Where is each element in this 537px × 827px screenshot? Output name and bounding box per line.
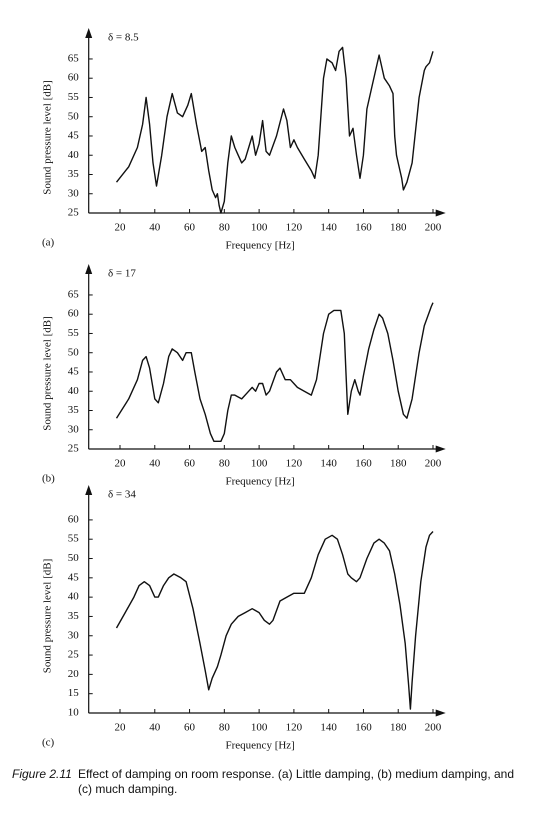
annotation: δ = 8.5 <box>108 32 139 44</box>
y-axis-label: Sound pressure level [dB] <box>42 559 54 674</box>
x-tick-label: 160 <box>355 722 372 734</box>
x-tick-label: 200 <box>425 222 442 234</box>
y-tick-label: 45 <box>68 130 80 142</box>
y-tick-label: 50 <box>68 346 80 358</box>
y-tick-label: 55 <box>68 327 80 339</box>
x-axis-arrow <box>435 209 446 217</box>
y-axis-label: Sound pressure level [dB] <box>42 316 54 431</box>
x-tick-label: 140 <box>320 222 337 234</box>
x-tick-label: 100 <box>251 458 268 470</box>
panel-label: (b) <box>42 473 55 485</box>
x-axis-label: Frequency [Hz] <box>226 240 295 252</box>
x-tick-label: 120 <box>286 222 303 234</box>
y-tick-label: 65 <box>68 288 80 300</box>
y-tick-label: 40 <box>68 149 80 161</box>
y-tick-label: 30 <box>68 187 80 199</box>
y-tick-label: 45 <box>68 571 80 583</box>
y-tick-label: 35 <box>68 610 80 622</box>
x-tick-label: 160 <box>355 222 372 234</box>
caption-text: Effect of damping on room response. (a) … <box>78 767 515 796</box>
panel-label: (c) <box>42 737 55 749</box>
y-tick-label: 65 <box>68 52 80 64</box>
y-tick-label: 25 <box>68 443 80 455</box>
x-tick-label: 40 <box>149 222 161 234</box>
y-tick-label: 10 <box>68 707 80 719</box>
y-tick-label: 40 <box>68 385 80 397</box>
x-tick-label: 140 <box>320 722 337 734</box>
y-tick-label: 50 <box>68 552 80 564</box>
data-line <box>115 46 434 214</box>
x-tick-label: 40 <box>149 458 161 470</box>
x-tick-label: 60 <box>184 722 196 734</box>
x-axis-arrow <box>435 709 446 717</box>
x-tick-label: 20 <box>115 458 127 470</box>
y-tick-label: 55 <box>68 533 80 545</box>
y-tick-label: 35 <box>68 404 80 416</box>
x-tick-label: 200 <box>425 458 442 470</box>
x-tick-label: 180 <box>390 458 407 470</box>
y-tick-label: 45 <box>68 366 80 378</box>
x-tick-label: 180 <box>390 722 407 734</box>
y-tick-label: 40 <box>68 591 80 603</box>
x-tick-label: 20 <box>115 722 127 734</box>
x-tick-label: 120 <box>286 458 303 470</box>
data-line <box>115 531 434 710</box>
y-axis-arrow <box>85 264 93 274</box>
caption-label: Figure 2.11 <box>12 767 72 781</box>
x-tick-label: 60 <box>184 458 196 470</box>
x-axis-label: Frequency [Hz] <box>226 740 295 752</box>
x-tick-label: 200 <box>425 722 442 734</box>
data-line <box>115 302 434 442</box>
y-tick-label: 30 <box>68 629 80 641</box>
x-tick-label: 100 <box>251 722 268 734</box>
x-tick-label: 180 <box>390 222 407 234</box>
y-tick-label: 50 <box>68 110 80 122</box>
y-axis-label: Sound pressure level [dB] <box>42 80 54 195</box>
x-axis-label: Frequency [Hz] <box>226 476 295 488</box>
y-tick-label: 25 <box>68 207 80 219</box>
y-tick-label: 30 <box>68 423 80 435</box>
y-tick-label: 60 <box>68 72 80 84</box>
caption: Figure 2.11 Effect of damping on room re… <box>12 767 517 797</box>
y-tick-label: 25 <box>68 649 80 661</box>
annotation: δ = 34 <box>108 489 136 501</box>
x-tick-label: 160 <box>355 458 372 470</box>
x-tick-label: 140 <box>320 458 337 470</box>
y-tick-label: 60 <box>68 308 80 320</box>
x-tick-label: 40 <box>149 722 161 734</box>
x-tick-label: 20 <box>115 222 127 234</box>
y-tick-label: 15 <box>68 687 80 699</box>
y-axis-arrow <box>85 485 93 495</box>
y-tick-label: 60 <box>68 513 80 525</box>
x-tick-label: 100 <box>251 222 268 234</box>
y-tick-label: 35 <box>68 168 80 180</box>
x-axis-arrow <box>435 445 446 453</box>
x-tick-label: 80 <box>219 722 231 734</box>
x-tick-label: 120 <box>286 722 303 734</box>
x-tick-label: 80 <box>219 222 231 234</box>
annotation: δ = 17 <box>108 268 136 280</box>
panel-label: (a) <box>42 237 55 249</box>
y-axis-arrow <box>85 28 93 38</box>
y-tick-label: 20 <box>68 668 80 680</box>
y-tick-label: 55 <box>68 91 80 103</box>
x-tick-label: 80 <box>219 458 231 470</box>
x-tick-label: 60 <box>184 222 196 234</box>
